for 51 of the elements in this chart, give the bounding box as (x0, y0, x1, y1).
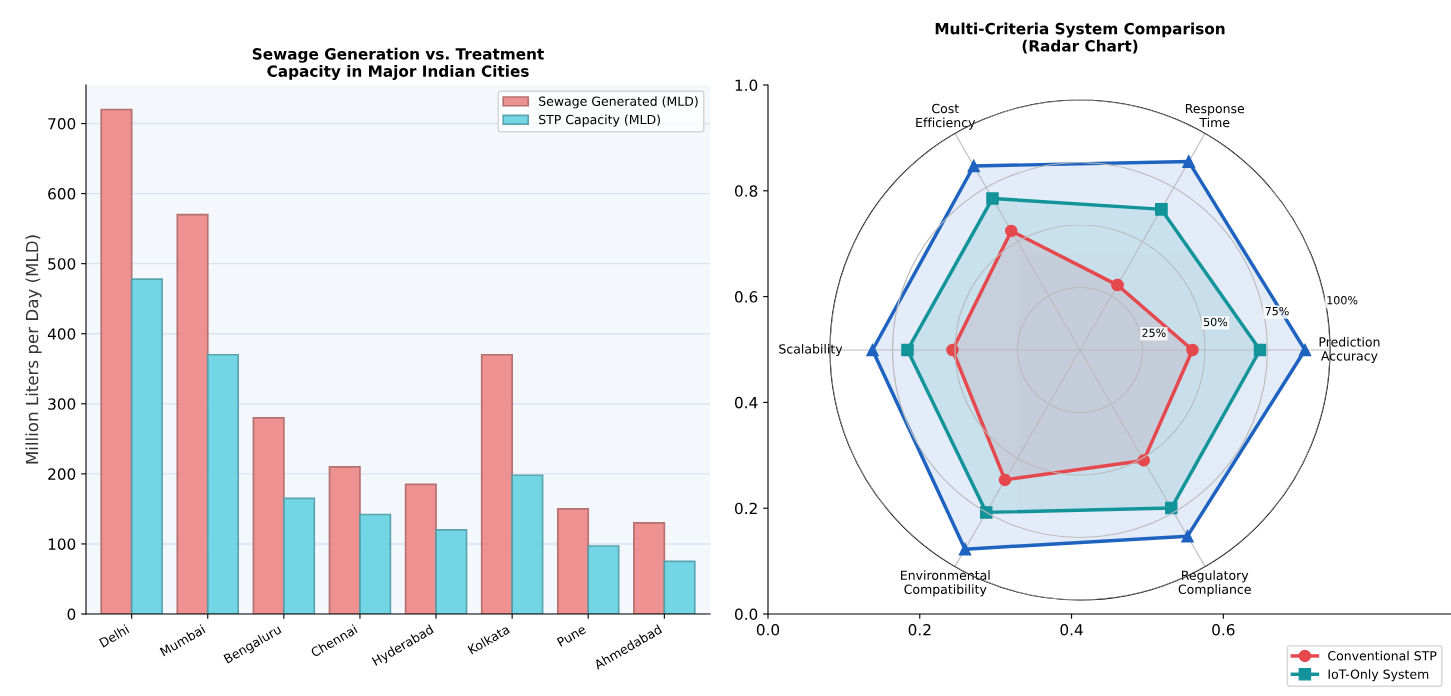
y-tick-label: 50% (1203, 317, 1228, 327)
y-tick-label: 600 (48, 188, 76, 200)
bar (633, 522, 666, 614)
spoke-label: Prediction Accuracy (1319, 336, 1380, 364)
bar (556, 508, 590, 614)
y-tick-label: 0.2 (734, 502, 757, 515)
y-tick-label: 0.4 (734, 396, 758, 409)
bar (435, 529, 468, 614)
bar (252, 416, 285, 614)
y-tick-label: 0 (67, 608, 76, 621)
bar (283, 497, 316, 614)
y-tick-label: 200 (48, 468, 76, 480)
bar (404, 483, 437, 614)
y-tick-label: 0.8 (734, 185, 758, 197)
spoke-label: Response Time (1185, 103, 1245, 128)
bar (663, 560, 696, 614)
bar (480, 353, 513, 614)
bar (176, 213, 209, 614)
bar (511, 474, 544, 614)
bar (328, 466, 361, 614)
legend-label: IoT-Only System (1328, 669, 1429, 682)
y-tick-label: 300 (48, 398, 76, 410)
spoke-label: Regulatory Compliance (1178, 570, 1251, 597)
chart-title: Sewage Generation vs. Treatment Capacity in Major Indian Cities (252, 47, 544, 80)
legend-label: STP Capacity (MLD) (539, 114, 660, 127)
y-tick-label: 100 (48, 538, 76, 550)
chart-title: Multi-Criteria System Comparison (Radar Chart) (935, 22, 1225, 54)
y-tick-label: 1.0 (735, 79, 758, 92)
bar (206, 353, 240, 614)
x-tick-label: 0.0 (756, 623, 780, 636)
bar (359, 513, 392, 614)
y-tick-label: 500 (48, 258, 76, 270)
x-tick-label: 0.6 (1212, 623, 1235, 636)
y-tick-label: 0.0 (734, 608, 758, 621)
bar (130, 278, 163, 614)
y-tick-label: 400 (47, 328, 76, 340)
x-tick-label: 0.2 (908, 623, 931, 636)
spoke-label: Scalability (779, 343, 843, 357)
y-tick-label: 75% (1265, 306, 1289, 316)
y-tick-label: 700 (48, 118, 76, 130)
bar (587, 545, 620, 614)
y-tick-label: 25% (1142, 328, 1166, 337)
spoke-label: Cost Efficiency (916, 103, 976, 130)
x-tick-label: 0.4 (1060, 623, 1083, 636)
x-tick-label: Pune (556, 624, 587, 647)
bar (100, 108, 133, 614)
legend-label: Sewage Generated (MLD) (539, 96, 698, 109)
y-tick-label: 0.6 (734, 291, 758, 303)
y-axis-title: Million Liters per Day (MLD) (25, 235, 42, 464)
legend-label: Conventional STP (1328, 650, 1437, 661)
y-tick-label: 100% (1327, 296, 1358, 305)
